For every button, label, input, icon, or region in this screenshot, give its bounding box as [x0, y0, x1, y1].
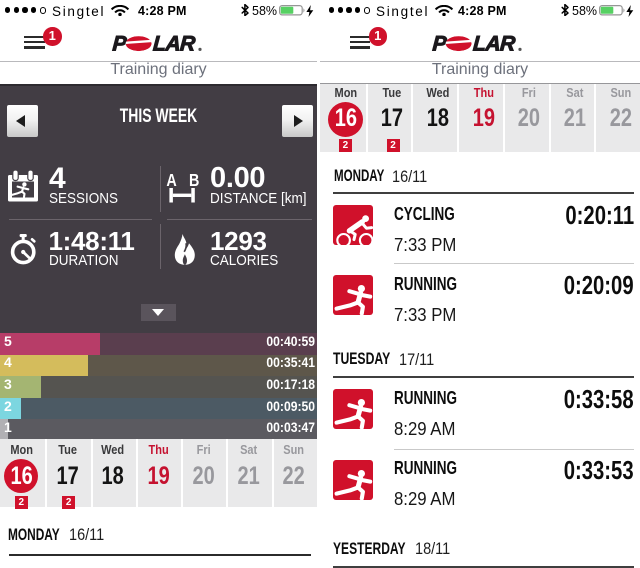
svg-text:B: B: [188, 171, 198, 190]
svg-text:P: P: [431, 35, 448, 52]
svg-text:A: A: [163, 35, 181, 52]
svg-text:A: A: [166, 171, 177, 190]
svg-text:R: R: [179, 35, 197, 52]
svg-text:P: P: [111, 35, 128, 52]
svg-text:R: R: [499, 35, 517, 52]
svg-text:L: L: [152, 35, 166, 52]
svg-text:L: L: [472, 35, 486, 52]
svg-text:A: A: [483, 35, 501, 52]
